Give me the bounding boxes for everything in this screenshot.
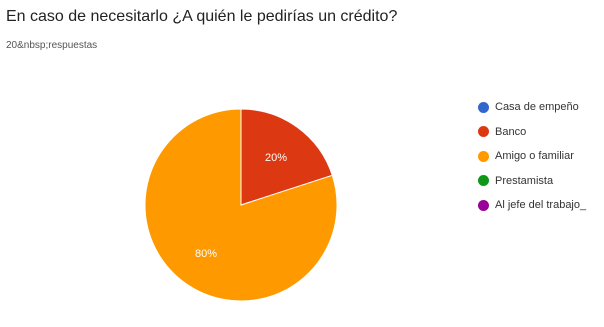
legend-item[interactable]: Prestamista [478,169,586,194]
slice-label: 20% [265,152,287,164]
legend-swatch-icon [478,151,489,162]
legend-item[interactable]: Casa de empeño [478,95,586,120]
legend-item[interactable]: Banco [478,120,586,145]
legend-label: Banco [495,126,526,138]
legend-label: Casa de empeño [495,101,579,113]
legend-label: Prestamista [495,175,553,187]
legend-swatch-icon [478,102,489,113]
legend-label: Amigo o familiar [495,150,574,162]
legend-item[interactable]: Amigo o familiar [478,144,586,169]
chart-legend: Casa de empeño Banco Amigo o familiar Prest… [478,95,586,218]
legend-item[interactable]: Al jefe del trabajo_ [478,193,586,218]
legend-swatch-icon [478,126,489,137]
legend-swatch-icon [478,175,489,186]
slice-label: 80% [195,248,217,260]
legend-label: Al jefe del trabajo_ [495,199,586,211]
legend-swatch-icon [478,200,489,211]
